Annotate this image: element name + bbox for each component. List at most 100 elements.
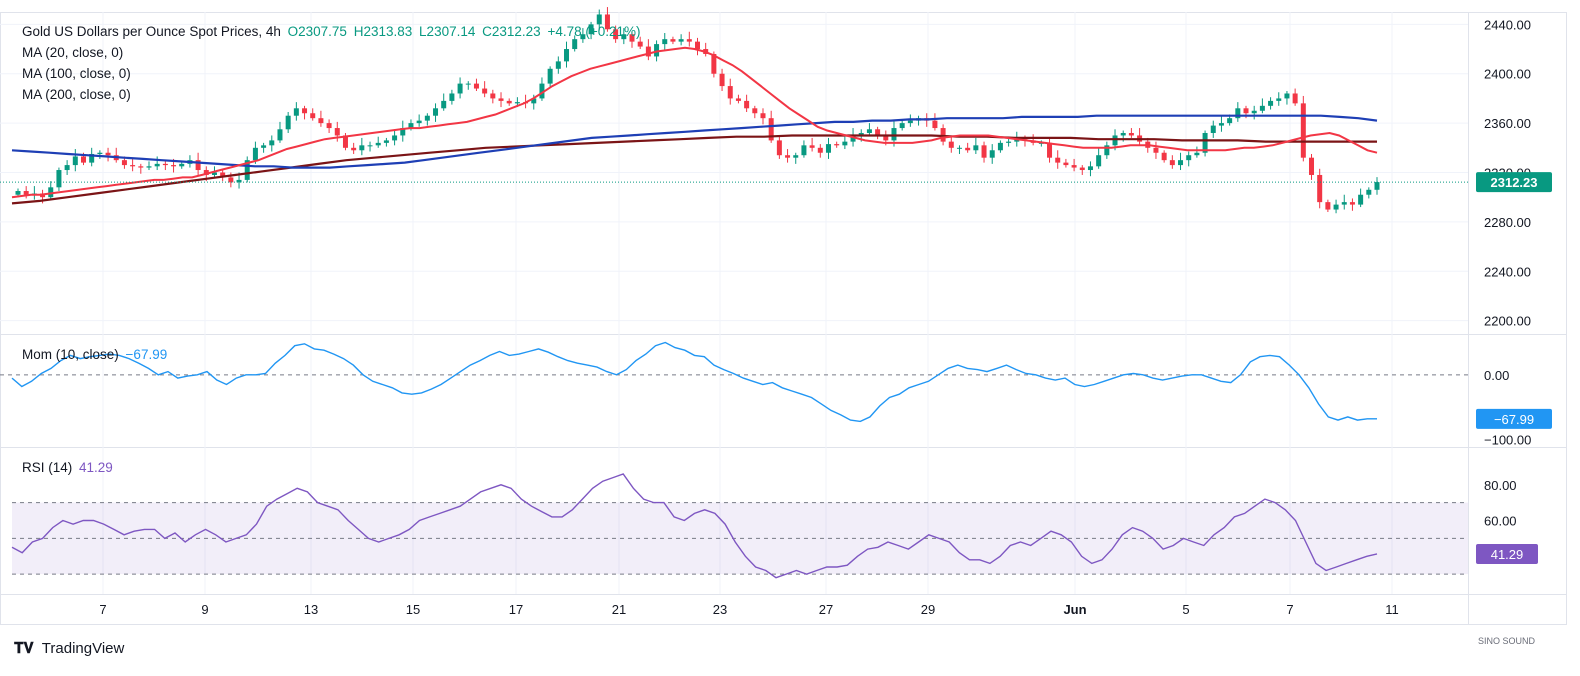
- candle-body: [179, 163, 185, 167]
- candle-body: [457, 83, 463, 94]
- candle-body: [1268, 100, 1274, 106]
- price-tick-label: 2400.00: [1484, 67, 1531, 82]
- candle-body: [162, 163, 168, 166]
- candle-body: [654, 44, 660, 57]
- tv-icon: 𝐓𝐕: [14, 640, 34, 657]
- candle-body: [776, 140, 782, 156]
- candle-body: [506, 100, 512, 104]
- price-tick-label: 2200.00: [1484, 314, 1531, 329]
- candle-body: [236, 179, 242, 183]
- candle-body: [310, 113, 316, 119]
- candle-body: [711, 53, 717, 74]
- symbol-title: Gold US Dollars per Ounce Spot Prices, 4…: [22, 24, 281, 39]
- candle-body: [956, 147, 962, 149]
- candle-body: [1259, 105, 1265, 111]
- candle-body: [973, 145, 979, 151]
- candle-body: [433, 108, 439, 116]
- candle-body: [220, 172, 226, 178]
- ma20-line: [11, 46, 1378, 199]
- mom-last-badge: [1476, 408, 1552, 429]
- candle-body: [1309, 157, 1315, 175]
- candle-body: [97, 152, 103, 154]
- candle-body: [400, 128, 406, 136]
- candle-body: [981, 145, 987, 158]
- candle-body: [1153, 147, 1159, 153]
- candle-body: [146, 166, 152, 168]
- candle-body: [572, 39, 578, 50]
- candle-body: [875, 129, 881, 136]
- candle-body: [1276, 98, 1282, 101]
- candle-body: [392, 135, 398, 141]
- candle-body: [1014, 139, 1020, 142]
- candle-body: [72, 156, 78, 166]
- candle-body: [531, 98, 537, 104]
- candle-body: [416, 120, 422, 124]
- time-tick-label: Jun: [1063, 602, 1086, 617]
- candle-body: [441, 100, 447, 109]
- price-tick-label: 2280.00: [1484, 215, 1531, 230]
- candle-body: [596, 14, 602, 25]
- candle-body: [1292, 93, 1298, 104]
- candle-body: [817, 147, 823, 153]
- candle-body: [801, 145, 807, 156]
- candle-body: [686, 39, 692, 42]
- candle-body: [121, 160, 127, 166]
- candle-body: [130, 165, 136, 167]
- candle-body: [834, 144, 840, 146]
- candle-body: [1071, 165, 1077, 168]
- time-tick-label: 17: [509, 602, 523, 617]
- rsi-line: [11, 473, 1378, 579]
- candle-body: [899, 123, 905, 129]
- candle-body: [580, 34, 586, 40]
- ma20-legend: MA (20, close, 0): [22, 45, 124, 60]
- candle-body: [154, 163, 160, 167]
- ma200-line: [11, 134, 1377, 205]
- candle-body: [1178, 160, 1184, 166]
- candle-body: [269, 140, 275, 146]
- candle-body: [1194, 152, 1200, 156]
- candle-body: [424, 115, 430, 121]
- candle-body: [621, 34, 627, 40]
- chart-frame: [0, 12, 1567, 625]
- candle-body: [285, 115, 291, 130]
- candle-body: [498, 98, 504, 101]
- time-tick-label: 15: [406, 602, 420, 617]
- candle-body: [588, 24, 594, 35]
- candle-body: [318, 118, 324, 124]
- candle-body: [1006, 141, 1012, 143]
- rsi-tick-label: 80.00: [1484, 478, 1517, 493]
- candle-body: [105, 152, 111, 156]
- mom-line: [11, 341, 1377, 423]
- candle-body: [171, 165, 177, 167]
- candle-body: [326, 123, 332, 129]
- candle-body: [555, 61, 561, 69]
- candle-body: [473, 83, 479, 89]
- candle-body: [1333, 204, 1339, 210]
- high-value: H2313.83: [353, 24, 413, 39]
- candle-body: [662, 39, 668, 45]
- candle-body: [1366, 189, 1372, 195]
- candle-body: [1112, 135, 1118, 146]
- last-price-label: 2312.23: [1491, 175, 1538, 190]
- tradingview-logo[interactable]: 𝐓𝐕 TradingView: [14, 640, 124, 657]
- candle-body: [482, 88, 488, 94]
- candle-body: [1047, 142, 1053, 158]
- candle-body: [334, 128, 340, 136]
- candle-body: [1317, 174, 1323, 203]
- candle-body: [678, 39, 684, 42]
- candle-body: [695, 41, 700, 50]
- rsi-label: RSI (14): [22, 460, 73, 475]
- candle-body: [825, 144, 831, 153]
- price-tick-label: 2360.00: [1484, 116, 1531, 131]
- candle-body: [645, 46, 651, 57]
- time-tick-label: 21: [612, 602, 626, 617]
- candle-body: [858, 132, 864, 136]
- candle-body: [1104, 145, 1110, 156]
- low-value: L2307.14: [419, 24, 476, 39]
- candle-body: [1169, 160, 1175, 166]
- candle-body: [965, 147, 971, 151]
- candle-body: [1300, 103, 1306, 158]
- candle-body: [1063, 162, 1069, 166]
- close-value: C2312.23: [482, 24, 541, 39]
